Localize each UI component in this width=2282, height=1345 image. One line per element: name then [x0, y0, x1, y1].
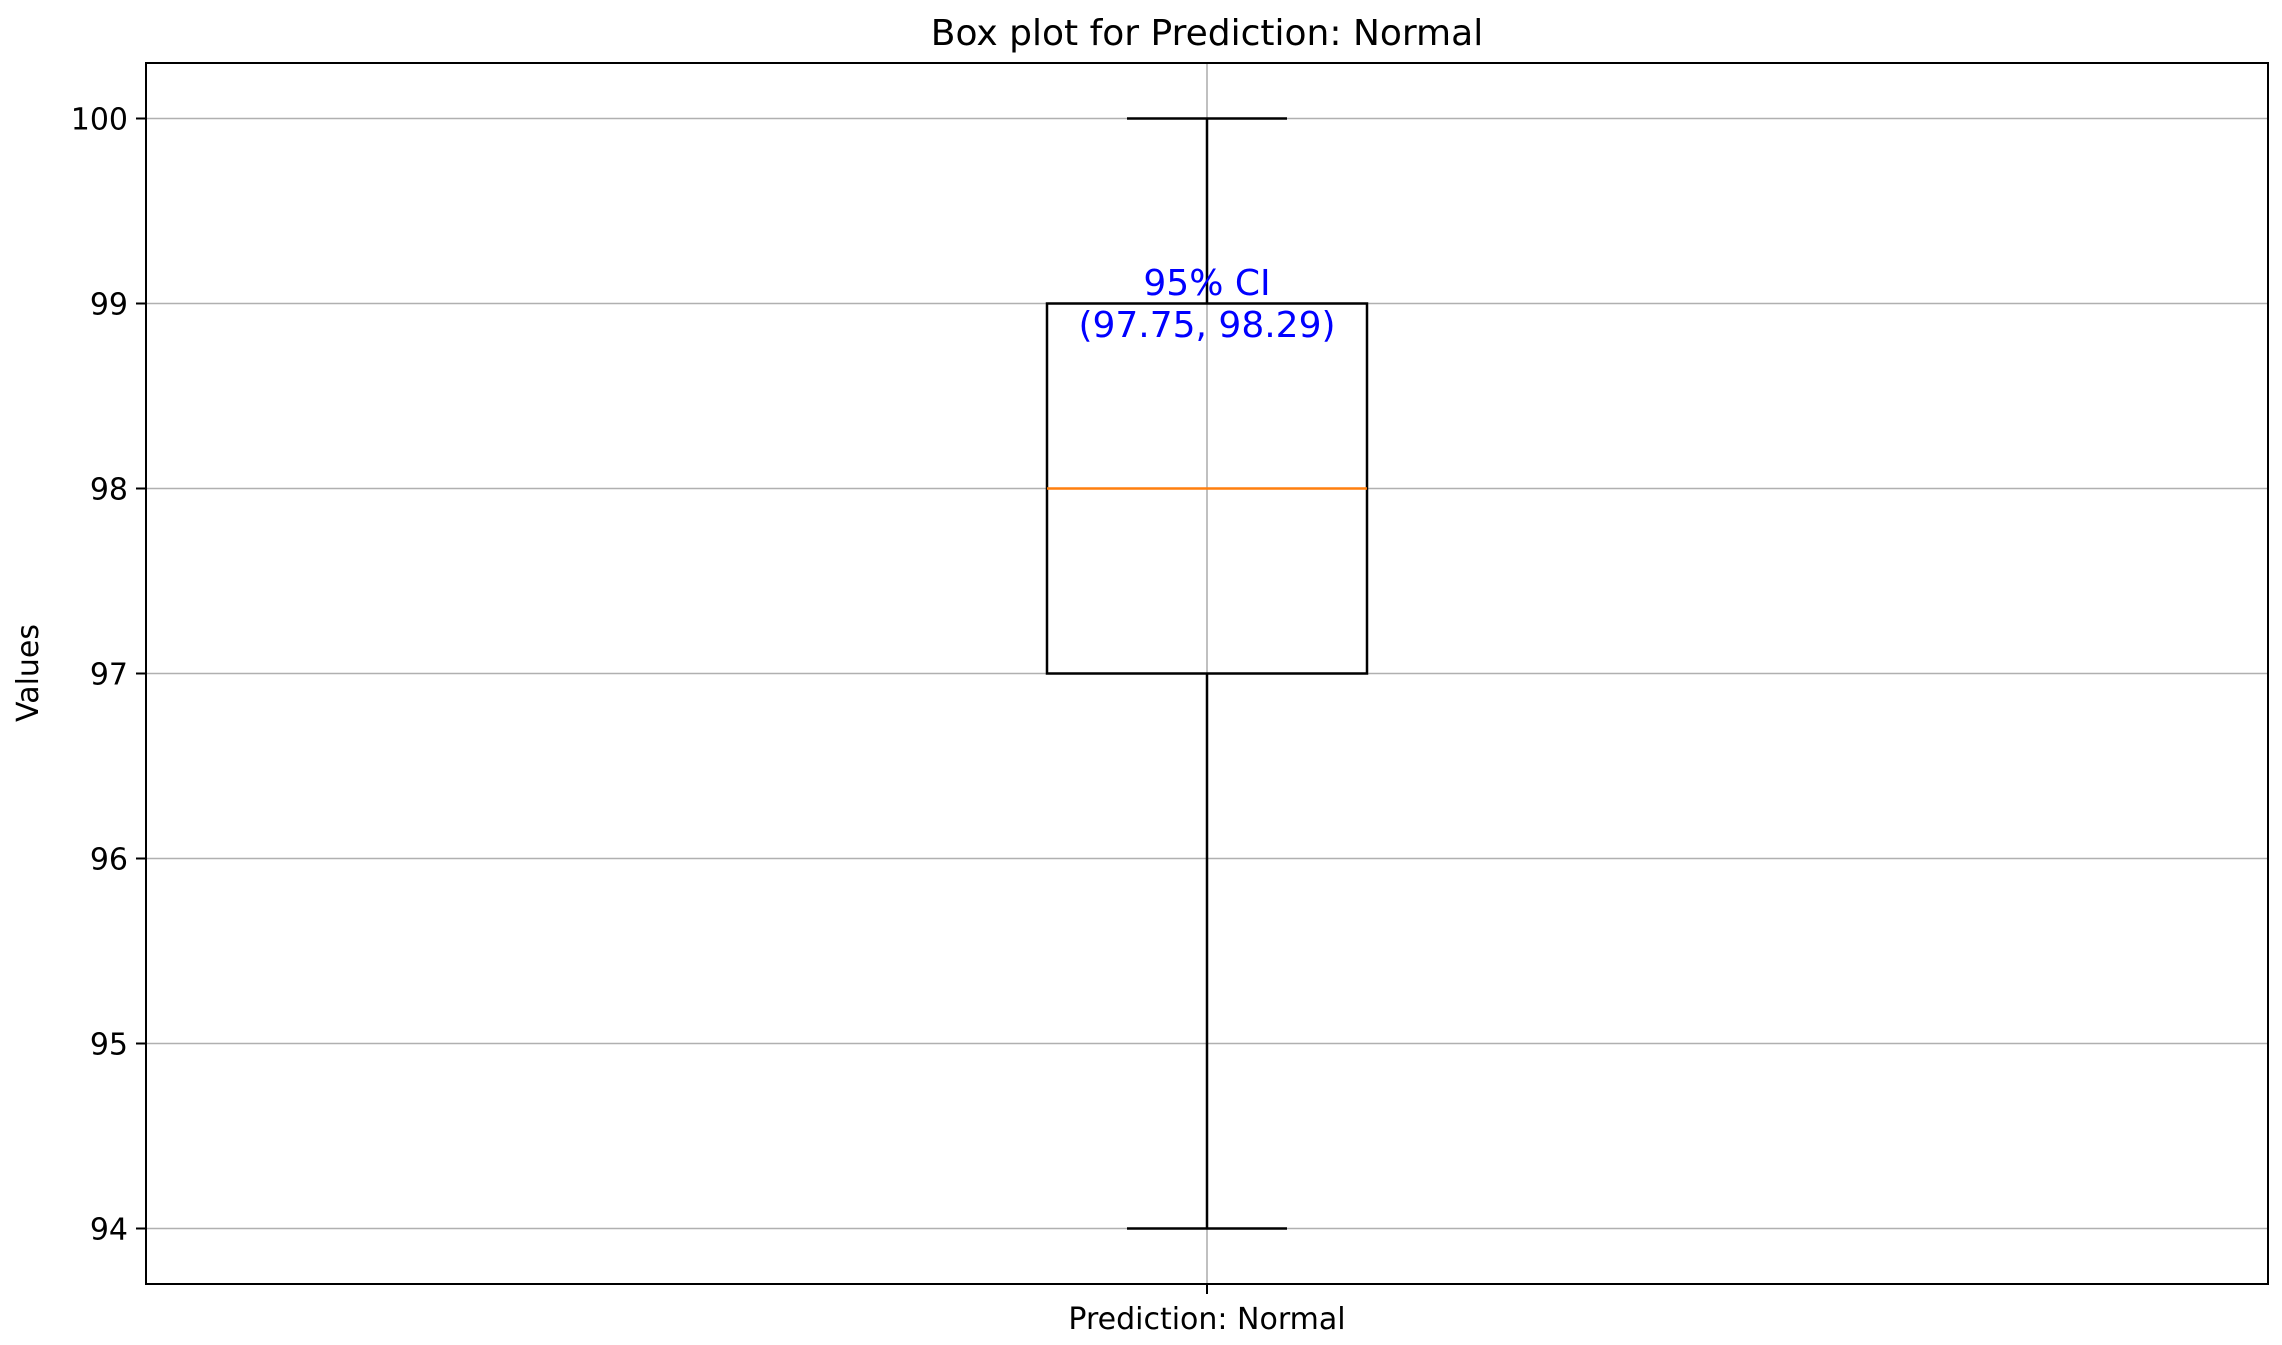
ci-annotation-title: 95% CI [1143, 263, 1270, 304]
x-axis-ticks: Prediction: Normal [1068, 1284, 1346, 1337]
box-plot-elements [1045, 117, 1369, 1230]
y-tick-label: 97 [90, 658, 128, 693]
y-tick-label: 96 [90, 843, 128, 878]
y-axis-label: Values [11, 624, 46, 722]
y-tick-label: 98 [90, 473, 128, 508]
ci-annotation-range: (97.75, 98.29) [1078, 305, 1335, 346]
ci-annotation: 95% CI (97.75, 98.29) [1078, 263, 1335, 346]
y-tick-label: 99 [90, 288, 128, 323]
y-tick-label: 94 [90, 1213, 128, 1248]
chart-title: Box plot for Prediction: Normal [931, 13, 1483, 54]
y-tick-label: 100 [71, 103, 128, 138]
y-tick-label: 95 [90, 1028, 128, 1063]
x-tick-label: Prediction: Normal [1068, 1302, 1345, 1337]
y-axis-ticks: 94 95 96 97 98 99 100 [71, 103, 146, 1248]
